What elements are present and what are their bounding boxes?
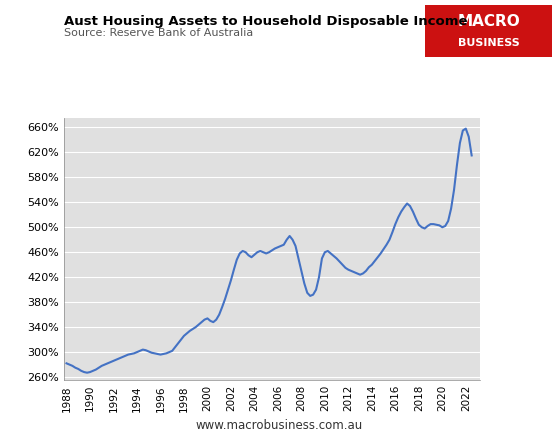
Text: Aust Housing Assets to Household Disposable Income: Aust Housing Assets to Household Disposa… bbox=[64, 15, 468, 28]
Text: Source: Reserve Bank of Australia: Source: Reserve Bank of Australia bbox=[64, 28, 253, 38]
Text: BUSINESS: BUSINESS bbox=[458, 38, 519, 49]
Text: www.macrobusiness.com.au: www.macrobusiness.com.au bbox=[195, 419, 363, 432]
Text: MACRO: MACRO bbox=[458, 14, 520, 29]
